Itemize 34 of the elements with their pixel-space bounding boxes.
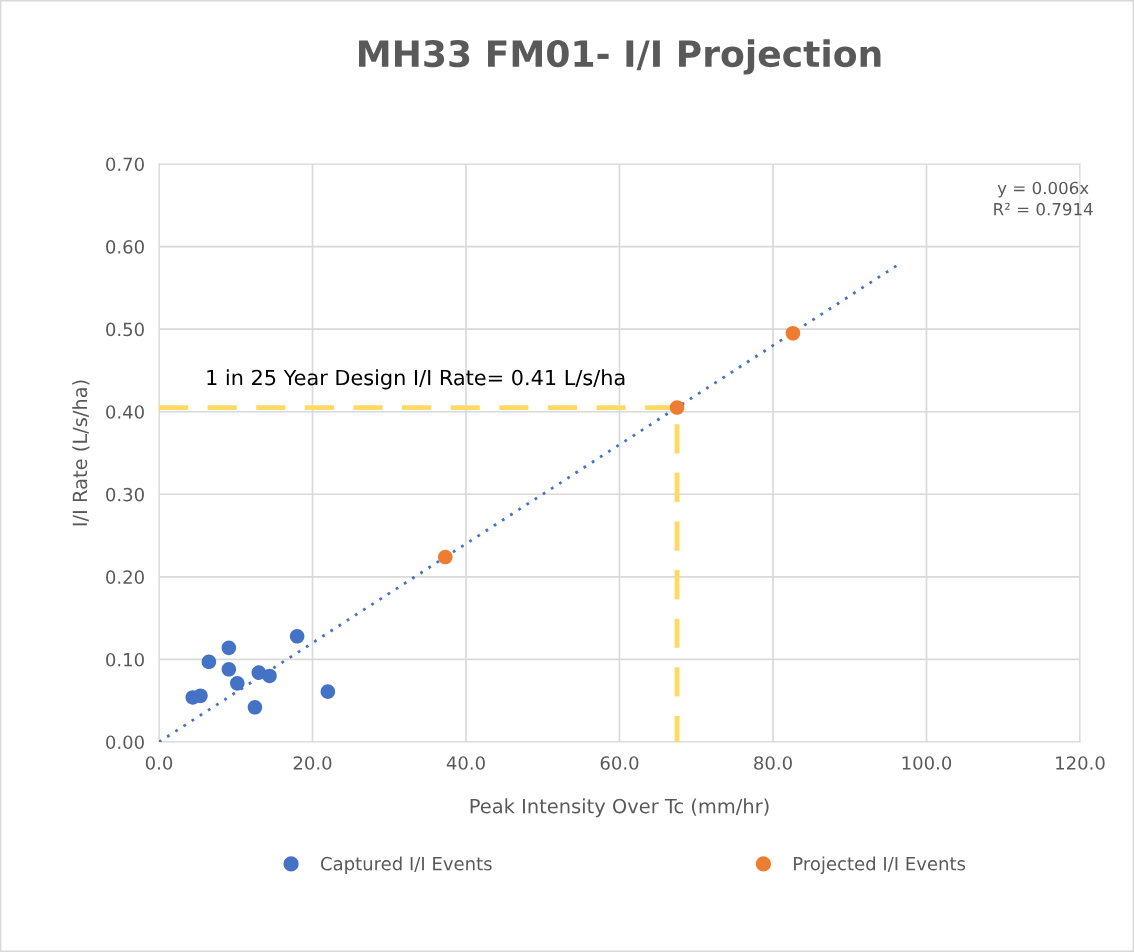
point: [785, 325, 801, 341]
point: [221, 662, 237, 677]
x-tick-label: 0.0: [145, 756, 173, 770]
x-tick-label: 80.0: [754, 756, 792, 770]
point: [221, 640, 237, 656]
point: [247, 700, 263, 715]
y-axis-title: I/I Rate (L/s/ha): [72, 380, 90, 526]
y-tick-label: 0.30: [106, 487, 144, 502]
y-tick-label: 0.20: [106, 570, 144, 584]
y-tick-label: 0.50: [106, 322, 144, 337]
y-tick-label: 0.40: [106, 405, 144, 419]
point: [437, 549, 453, 565]
x-axis-title: Peak Intensity Over Tc (mm/hr): [470, 798, 769, 818]
x-tick-label: 60.0: [600, 756, 639, 770]
annotation: 1 in 25 Year Design I/I Rate= 0.41 L/s/ha: [207, 369, 625, 390]
legend-label: Captured I/I Events: [320, 856, 492, 874]
point: [201, 654, 217, 670]
x-tick-label: 40.0: [446, 756, 485, 770]
point: [230, 676, 245, 691]
y-tick-label: 0.70: [106, 157, 144, 172]
point: [320, 684, 336, 699]
point: [262, 668, 277, 684]
chart-title: MH33 FM01- I/I Projection: [359, 39, 881, 75]
point: [193, 688, 208, 704]
y-tick-label: 0.00: [106, 735, 144, 750]
y-tick-label: 0.60: [106, 240, 144, 254]
point: [669, 400, 685, 415]
y-tick-label: 0.10: [106, 652, 144, 667]
x-tick-label: 20.0: [293, 756, 332, 770]
x-tick-label: 120.0: [1056, 756, 1105, 770]
x-tick-label: 100.0: [902, 756, 952, 770]
point: [289, 629, 305, 644]
legend-label: Projected I/I Events: [794, 856, 966, 874]
annotation: y = 0.006x R² = 0.7914: [994, 181, 1093, 216]
